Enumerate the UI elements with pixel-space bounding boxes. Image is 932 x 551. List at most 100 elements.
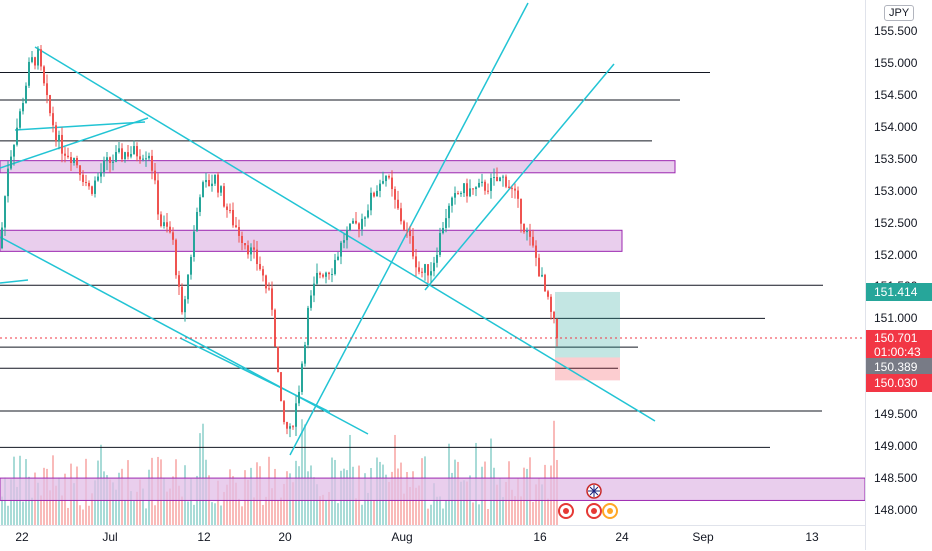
volume-bar bbox=[136, 491, 138, 525]
volume-bar bbox=[502, 497, 504, 525]
candle-body bbox=[319, 272, 321, 275]
volume-bar bbox=[94, 480, 96, 525]
volume-bar bbox=[262, 504, 264, 525]
volume-bar bbox=[73, 483, 75, 525]
candle-body bbox=[118, 148, 120, 152]
candle-body bbox=[427, 264, 429, 276]
trendline bbox=[14, 121, 146, 131]
volume-bar bbox=[277, 499, 279, 525]
candle-body bbox=[178, 275, 180, 287]
volume-bar bbox=[142, 488, 144, 525]
candle-body bbox=[142, 158, 144, 160]
zone-rect bbox=[0, 160, 676, 174]
candle-body bbox=[250, 247, 252, 255]
candle-body bbox=[271, 288, 273, 310]
candle-body bbox=[58, 134, 60, 142]
volume-bar bbox=[466, 481, 468, 525]
candle-body bbox=[232, 209, 234, 226]
candle-body bbox=[529, 230, 531, 237]
candle-body bbox=[424, 264, 426, 273]
candle-body bbox=[163, 222, 165, 227]
supply-demand-zones bbox=[0, 160, 865, 501]
time-tick: 12 bbox=[197, 530, 211, 544]
candle-body bbox=[10, 156, 12, 169]
price-tick: 153.000 bbox=[874, 183, 918, 198]
candle-body bbox=[367, 210, 369, 218]
last-price-label: 150.701 01:00:43 bbox=[866, 330, 932, 360]
currency-badge[interactable]: JPY bbox=[884, 5, 915, 21]
volume-bar bbox=[367, 492, 369, 525]
time-axis[interactable]: 22 Jul 12 20 Aug 16 24 Sep 13 bbox=[0, 525, 865, 551]
volume-bar bbox=[313, 477, 315, 525]
volume-bar bbox=[181, 496, 183, 525]
candle-body bbox=[442, 227, 444, 234]
volume-bar bbox=[166, 491, 168, 525]
price-tick: 149.000 bbox=[874, 439, 918, 454]
volume-bar bbox=[253, 497, 255, 525]
trendlines[interactable] bbox=[0, 2, 656, 456]
candle-body bbox=[34, 57, 36, 66]
volume-bar bbox=[163, 477, 165, 525]
stop-price-label: 150.030 bbox=[866, 374, 932, 392]
price-tick: 155.500 bbox=[874, 24, 918, 38]
time-tick: 22 bbox=[15, 530, 29, 544]
volume-bar bbox=[187, 501, 189, 525]
volume-bar bbox=[109, 479, 111, 525]
candle-body bbox=[340, 242, 342, 257]
candle-body bbox=[22, 102, 24, 112]
candle-body bbox=[181, 286, 183, 313]
candle-body bbox=[220, 186, 222, 193]
volume-bar bbox=[463, 480, 465, 525]
volume-bar bbox=[328, 491, 330, 525]
volume-bar bbox=[439, 496, 441, 525]
volume-bar bbox=[241, 506, 243, 525]
volume-bar bbox=[217, 480, 219, 525]
candle-body bbox=[121, 148, 123, 160]
volume-bar bbox=[445, 500, 447, 525]
candle-body bbox=[406, 229, 408, 231]
candle-body bbox=[226, 206, 228, 210]
candle-body bbox=[454, 193, 456, 198]
volume-bar bbox=[283, 483, 285, 525]
candle-body bbox=[412, 236, 414, 257]
trendline bbox=[0, 117, 149, 169]
candle-body bbox=[37, 49, 39, 66]
long-position-tool[interactable] bbox=[555, 291, 620, 381]
candle-body bbox=[325, 272, 327, 277]
candle-body bbox=[394, 189, 396, 200]
candle-body bbox=[130, 154, 132, 157]
candle-body bbox=[268, 288, 270, 290]
volume-bar bbox=[442, 508, 444, 525]
volume-bar bbox=[112, 482, 114, 525]
candle-body bbox=[403, 221, 405, 230]
price-chart[interactable] bbox=[0, 0, 865, 525]
candle-body bbox=[94, 180, 96, 194]
candle-body bbox=[160, 214, 162, 227]
candle-body bbox=[331, 274, 333, 276]
candle-body bbox=[40, 49, 42, 67]
price-tick: 148.000 bbox=[874, 503, 918, 518]
volume-bar bbox=[139, 479, 141, 525]
volume-bar bbox=[535, 484, 537, 525]
volume-bar bbox=[235, 482, 237, 525]
volume-bar bbox=[301, 419, 303, 525]
candle-body bbox=[253, 247, 255, 250]
volume-bar bbox=[238, 498, 240, 525]
candle-body bbox=[70, 157, 72, 163]
candle-body bbox=[184, 299, 186, 313]
price-axis[interactable]: JPY 155.500 155.000 154.500 154.000 153.500 1… bbox=[865, 0, 932, 550]
candle-body bbox=[379, 183, 381, 191]
time-tick: Sep bbox=[692, 530, 714, 544]
candle-body bbox=[520, 198, 522, 224]
candle-body bbox=[241, 235, 243, 243]
time-tick: Aug bbox=[391, 530, 413, 544]
volume-bar bbox=[553, 420, 555, 525]
candle-body bbox=[133, 146, 135, 155]
event-icons[interactable] bbox=[558, 483, 618, 519]
volume-bar bbox=[538, 477, 540, 525]
candle-body bbox=[286, 422, 288, 429]
candle-body bbox=[292, 426, 294, 428]
level-price-label: 151.414 bbox=[866, 283, 932, 301]
candle-body bbox=[97, 176, 99, 181]
volume-bar bbox=[436, 496, 438, 525]
